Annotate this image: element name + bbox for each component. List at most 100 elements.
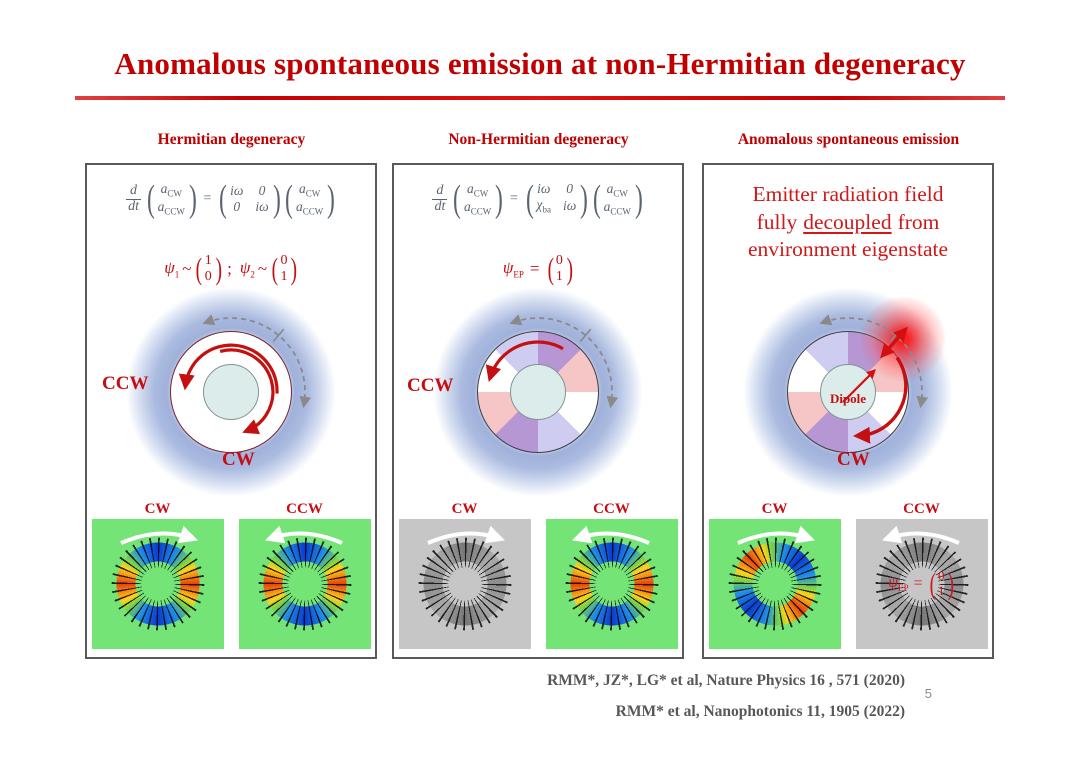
ccw-mode-arrow-icon [178, 343, 279, 394]
equals-sign: = [529, 258, 540, 278]
sim-label: CW [451, 501, 478, 517]
lparen: ( [547, 250, 553, 286]
diagram-arrows [819, 314, 929, 444]
vector-entry: aCCW [464, 199, 492, 217]
field-vector-arrows [411, 531, 518, 637]
vector-entry: aCW [606, 181, 628, 199]
simulation-row: CW CCW [704, 501, 992, 649]
vector-entry: aCCW [603, 199, 631, 217]
message-word: from [897, 209, 940, 234]
diagram-arrows [485, 314, 619, 409]
matrix-entry-chi: χba [536, 197, 551, 215]
field-map-ccw-dark: ψEP = ( 0 1 ) [855, 519, 988, 649]
column-header-hermitian: Hermitian degeneracy [157, 131, 306, 148]
field-map-cw-rotated [708, 519, 841, 649]
white-ccw-arrow-icon [881, 525, 960, 545]
psi-ep-symbol: ψEP [502, 257, 524, 280]
vector-entry: aCCW [157, 199, 185, 217]
frac-numerator: d [436, 182, 444, 198]
vector-entry: 0 [204, 268, 212, 284]
field-vector-arrows [104, 531, 211, 637]
rparen: ) [272, 178, 281, 220]
rparen: ) [215, 250, 221, 286]
ring-resonator-diagram-ep: CCW [407, 277, 653, 507]
vector-entry: aCW [299, 181, 321, 199]
cw-mode-arrow-icon [219, 348, 275, 435]
vector-entry: 1 [937, 583, 945, 598]
sim-label: CCW [593, 501, 630, 517]
eigenstate-ep: ψEP = ( 0 1 ) [394, 253, 682, 284]
field-map-ccw [545, 519, 678, 649]
lparen: ( [453, 178, 461, 220]
field-vector-arrows [558, 531, 665, 637]
eigenvector-2: 0 1 [280, 253, 287, 284]
simulation-row: CW CCW [394, 501, 682, 649]
vector-entry: 1 [280, 268, 288, 284]
white-cw-arrow-icon [119, 525, 198, 545]
ep-eigenvector: 0 1 [938, 569, 945, 598]
vector-entry: 0 [280, 253, 288, 268]
psi-ep-symbol: ψEP [888, 574, 909, 594]
equals-sign: = [509, 191, 518, 206]
message-word-underlined: decoupled [803, 209, 892, 234]
column-header-non-hermitian: Non-Hermitian degeneracy [448, 131, 629, 148]
matrix-entry: iω [537, 181, 551, 197]
message-line-1: Emitter radiation field [752, 182, 944, 206]
equals-sign: = [913, 575, 923, 592]
simulation-ccw: CCW [238, 501, 371, 649]
simulation-ccw: CCW ψEP = ( 0 1 [855, 501, 988, 649]
cw-label: CW [222, 449, 255, 470]
ring-resonator-diagram-hermitian: CCW CW [102, 277, 346, 507]
sim-label: CW [144, 501, 171, 517]
message-line-2: fully decoupled from [710, 209, 986, 237]
vector-entry: 0 [555, 253, 563, 268]
dipole-pointer-arrow-icon [842, 369, 876, 403]
matrix-entry: iω [255, 198, 269, 214]
vector-entry: 1 [204, 253, 212, 268]
sim-label: CCW [903, 501, 940, 517]
vector-entry: 1 [555, 268, 563, 284]
mode-vector: aCW aCCW [296, 181, 323, 217]
equals-sign: = [203, 191, 212, 206]
eigenvector-1: 1 0 [205, 253, 212, 284]
field-map-cw-dark [398, 519, 531, 649]
tilde: ~ [182, 258, 192, 278]
sim-label: CCW [286, 501, 323, 517]
dashed-phase-arc-icon [819, 314, 929, 409]
matrix-entry: iω [562, 198, 577, 214]
lparen: ( [219, 178, 227, 220]
mode-vector: aCW aCCW [604, 181, 631, 217]
cw-label: CW [837, 449, 870, 470]
cw-mode-arrow-icon [853, 356, 908, 444]
field-map-ccw [238, 519, 371, 649]
lparen: ( [196, 250, 202, 286]
matrix-entry: iω [230, 182, 244, 198]
title-divider [75, 96, 1005, 100]
field-vector-arrows [721, 531, 828, 637]
simulation-row: CW CCW [87, 501, 375, 649]
diagram-arrows [178, 314, 312, 435]
matrix-entry: 0 [566, 181, 573, 197]
column-header-anomalous: Anomalous spontaneous emission [737, 131, 960, 148]
rate-equation-non-hermitian: d dt ( aCW aCCW ) = ( iω 0 χba iω ) ( aC… [394, 178, 682, 220]
lparen: ( [271, 250, 278, 286]
rparen: ) [634, 178, 643, 220]
lparen: ( [592, 178, 601, 220]
frac-denominator: dt [432, 198, 448, 214]
lparen: ( [285, 178, 293, 220]
vector-entry: aCW [467, 181, 489, 199]
field-vector-arrows [251, 531, 358, 637]
psi2-symbol: ψ2 [239, 257, 255, 280]
phase-tick-icon [272, 328, 285, 343]
psi1-symbol: ψ1 [164, 257, 180, 280]
ccw-label: CCW [407, 375, 454, 396]
eigenstates-hermitian: ψ1 ~ ( 1 0 ) ; ψ2 ~ ( 0 1 ) [87, 253, 375, 284]
field-map-cw [91, 519, 224, 649]
rparen: ) [948, 566, 954, 601]
slide-title: Anomalous spontaneous emission at non-He… [114, 46, 966, 81]
ep-eigenvector: 0 1 [556, 253, 563, 284]
white-cw-arrow-icon [736, 525, 815, 545]
mode-vector: aCW aCCW [158, 181, 185, 217]
white-cw-arrow-icon [426, 525, 505, 545]
